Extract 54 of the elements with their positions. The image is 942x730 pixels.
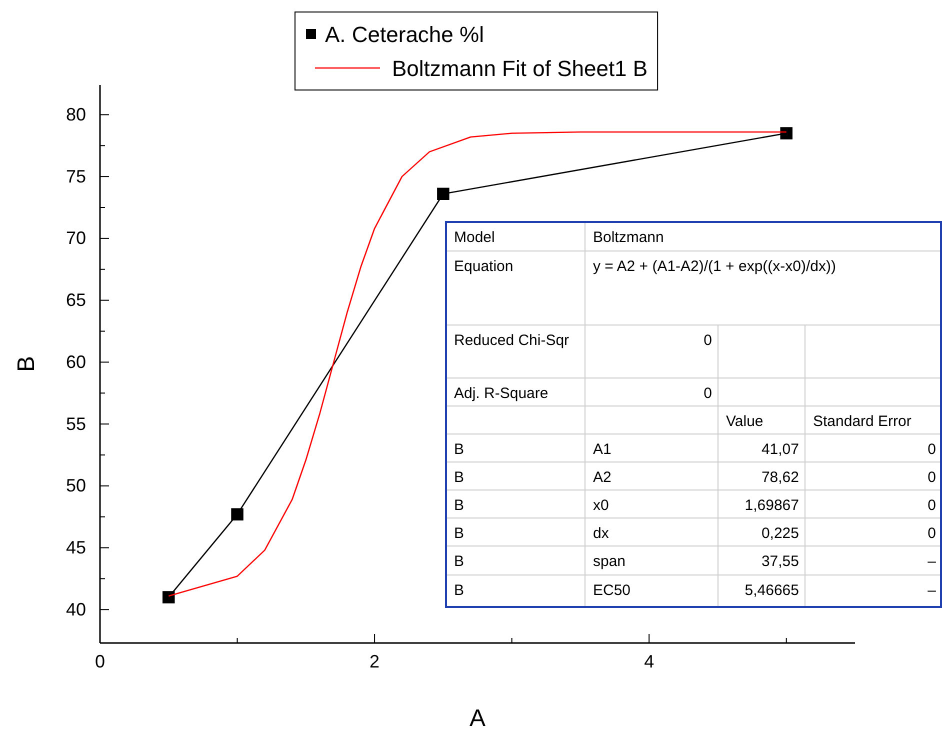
annotation: Model xyxy=(454,229,495,246)
annotation: Reduced Chi-Sqr xyxy=(454,332,570,349)
point xyxy=(437,188,450,200)
text: 0 xyxy=(928,497,936,514)
legend-label: Boltzmann Fit of Sheet1 B xyxy=(392,56,648,81)
y-tick-label: 55 xyxy=(66,414,86,434)
x-tick-label: 2 xyxy=(370,652,380,672)
point xyxy=(162,591,175,604)
annotation: A2 xyxy=(593,469,612,486)
annotation: 0 xyxy=(704,332,712,349)
text: 0 xyxy=(928,441,936,458)
annotation: B xyxy=(454,582,464,599)
annotation: Value xyxy=(726,413,764,430)
y-tick-label: 50 xyxy=(66,476,86,496)
annotation: Boltzmann xyxy=(593,229,664,246)
annotation: 41,07 xyxy=(761,441,799,458)
text: – xyxy=(928,582,937,599)
annotation: B xyxy=(454,553,464,570)
y-axis-title: B xyxy=(13,356,40,372)
y-tick-label: 45 xyxy=(66,537,86,558)
annotation: EC50 xyxy=(593,582,631,599)
annotation: 37,55 xyxy=(761,553,799,570)
annotation: B xyxy=(454,441,464,458)
annotation: 78,62 xyxy=(761,469,799,486)
y-tick-label: 65 xyxy=(66,290,86,310)
annotation: dx xyxy=(593,525,610,542)
annotation: Adj. R-Square xyxy=(454,385,548,402)
y-tick-label: 60 xyxy=(66,352,86,372)
annotation: B xyxy=(454,469,464,486)
text: 0 xyxy=(928,469,936,486)
annotation: 1,69867 xyxy=(744,497,799,514)
annotation: 5,46665 xyxy=(744,582,799,599)
legend-label: A. Ceterache %l xyxy=(325,22,484,47)
annotation: 0,225 xyxy=(761,525,799,542)
text: 0 xyxy=(928,525,936,542)
annotation: span xyxy=(593,553,626,570)
point xyxy=(780,127,792,140)
y-tick-label: 70 xyxy=(66,228,86,248)
y-tick-label: 40 xyxy=(66,599,86,620)
annotation: y = A2 + (A1-A2)/(1 + exp((x-x0)/dx)) xyxy=(593,258,836,275)
annotation: Standard Error xyxy=(813,413,912,430)
y-tick-label: 80 xyxy=(66,104,86,124)
annotation: x0 xyxy=(593,497,609,514)
x-tick-label: 0 xyxy=(94,652,106,672)
y-tick-label: 75 xyxy=(66,166,86,186)
annotation: B xyxy=(454,525,464,542)
x-axis-title: A xyxy=(469,705,486,730)
x-tick-label: 4 xyxy=(644,652,654,672)
annotation: Equation xyxy=(454,258,514,275)
annotation: A1 xyxy=(593,441,612,458)
annotation: 0 xyxy=(704,385,712,402)
annotation: B xyxy=(454,497,464,514)
text: – xyxy=(928,553,937,570)
point xyxy=(231,508,244,520)
